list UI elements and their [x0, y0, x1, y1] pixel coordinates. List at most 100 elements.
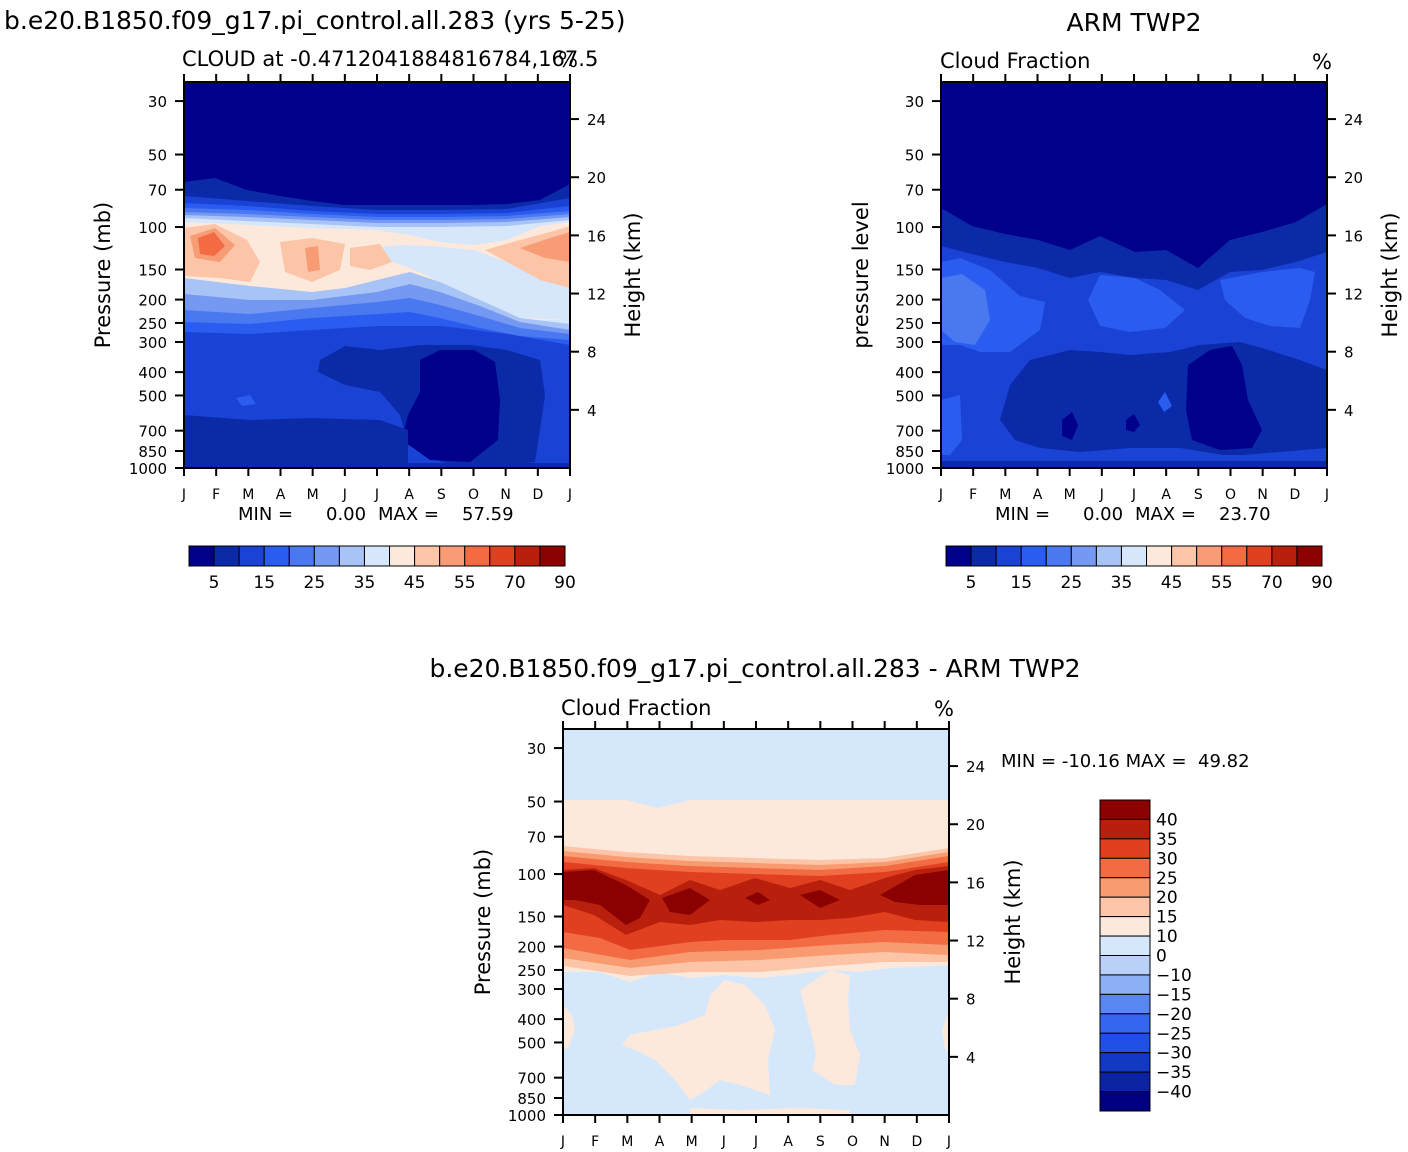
diff-units: % [934, 697, 954, 721]
colorbar-box [539, 545, 566, 567]
colorbar-box [489, 545, 516, 567]
model-colorbar: 5 15 25 35 45 55 70 90 [188, 545, 576, 593]
colorbar-box [338, 545, 365, 567]
colorbar-label: −30 [1156, 1044, 1192, 1064]
obs-ylabel-right: Height (km) [1378, 212, 1402, 337]
x-tick-label: F [212, 487, 220, 503]
y-tick-label: 850 [138, 443, 167, 461]
model-min-value: 0.00 [326, 504, 366, 525]
colorbar-box [1296, 545, 1323, 567]
colorbar-label: 45 [404, 573, 426, 593]
colorbar-box [213, 545, 240, 567]
colorbar-label: 25 [304, 573, 326, 593]
colorbar-box [1099, 838, 1151, 859]
height-tick-label: 20 [966, 816, 985, 834]
height-tick-label: 8 [1344, 344, 1354, 362]
x-tick-label: J [181, 487, 186, 503]
height-tick-label: 12 [587, 286, 606, 304]
x-tick-label: O [847, 1134, 858, 1150]
height-tick-label: 12 [966, 933, 985, 951]
x-tick-label: J [946, 1134, 951, 1150]
x-tick-label: O [468, 487, 479, 503]
x-tick-label: J [374, 487, 379, 503]
colorbar-box [1099, 916, 1151, 937]
x-tick-label: A [655, 1134, 665, 1150]
colorbar-label: −20 [1156, 1005, 1192, 1025]
y-tick-label: 300 [138, 334, 167, 352]
height-tick-label: 20 [587, 169, 606, 187]
colorbar-box [1099, 1052, 1151, 1073]
obs-subtitle: Cloud Fraction [940, 49, 1091, 73]
colorbar-box [238, 545, 265, 567]
colorbar-box [1246, 545, 1273, 567]
height-tick-label: 16 [966, 874, 985, 892]
x-tick-label: D [532, 487, 543, 503]
colorbar-box [945, 545, 972, 567]
y-tick-label: 500 [138, 387, 167, 405]
colorbar-box [188, 545, 215, 567]
x-tick-label: N [879, 1134, 889, 1150]
colorbar-label: −35 [1156, 1063, 1192, 1083]
x-tick-label: M [242, 487, 254, 503]
colorbar-box [1099, 896, 1151, 918]
colorbar-label: 55 [454, 573, 476, 593]
colorbar-label: 0 [1156, 947, 1167, 967]
colorbar-box [1099, 935, 1151, 956]
y-tick-label: 700 [517, 1070, 546, 1088]
colorbar-box [514, 545, 541, 567]
height-tick-label: 8 [587, 344, 597, 362]
x-tick-label: M [307, 487, 319, 503]
obs-max-value: 23.70 [1219, 504, 1271, 525]
colorbar-label: 10 [1156, 927, 1178, 947]
height-tick-label: 4 [587, 402, 597, 420]
colorbar-box [1221, 545, 1248, 567]
x-tick-label: A [276, 487, 286, 503]
obs-ylabel-left: pressure level [849, 201, 873, 348]
y-tick-label: 50 [527, 794, 546, 812]
obs-min-label: MIN = [995, 504, 1050, 525]
colorbar-label: 55 [1211, 573, 1233, 593]
x-tick-label: S [1194, 487, 1203, 503]
model-units: % [558, 48, 578, 72]
obs-min-value: 0.00 [1083, 504, 1123, 525]
colorbar-box [970, 545, 997, 567]
colorbar-label: 90 [554, 573, 576, 593]
colorbar-box [389, 545, 416, 567]
x-tick-label: A [404, 487, 414, 503]
colorbar-box [1099, 818, 1151, 840]
colorbar-label: 35 [1111, 573, 1133, 593]
colorbar-box [1099, 877, 1151, 898]
height-tick-label: 24 [966, 758, 985, 776]
y-tick-label: 400 [138, 364, 167, 382]
x-tick-label: M [621, 1134, 633, 1150]
colorbar-label: 5 [209, 573, 220, 593]
x-tick-label: A [1033, 487, 1043, 503]
x-tick-label: D [911, 1134, 922, 1150]
y-tick-label: 50 [148, 147, 167, 165]
colorbar-box [1120, 545, 1148, 567]
height-tick-label: 24 [587, 111, 606, 129]
y-tick-label: 400 [517, 1011, 546, 1029]
obs-colorbar: 5 15 25 35 45 55 70 90 [945, 545, 1333, 593]
y-tick-label: 1000 [129, 460, 167, 478]
obs-max-label: MAX = [1135, 504, 1196, 525]
x-tick-label: A [1161, 487, 1171, 503]
colorbar-box [414, 545, 441, 567]
colorbar-label: 25 [1156, 869, 1178, 889]
y-tick-label: 300 [517, 981, 546, 999]
colorbar-box [1099, 974, 1151, 995]
x-tick-label: J [938, 487, 943, 503]
height-tick-label: 16 [1344, 227, 1363, 245]
obs-units: % [1312, 50, 1332, 74]
y-tick-label: 30 [905, 93, 924, 111]
diff-panel: Cloud Fraction % J F M A M J J A S O N D J 30 50 70 100 1… [471, 696, 1250, 1150]
x-tick-label: J [1324, 487, 1329, 503]
model-ylabel-right: Height (km) [621, 212, 645, 337]
colorbar-label: 25 [1061, 573, 1083, 593]
y-tick-label: 850 [517, 1090, 546, 1108]
colorbar-box [288, 545, 315, 567]
colorbar-box [313, 545, 340, 567]
